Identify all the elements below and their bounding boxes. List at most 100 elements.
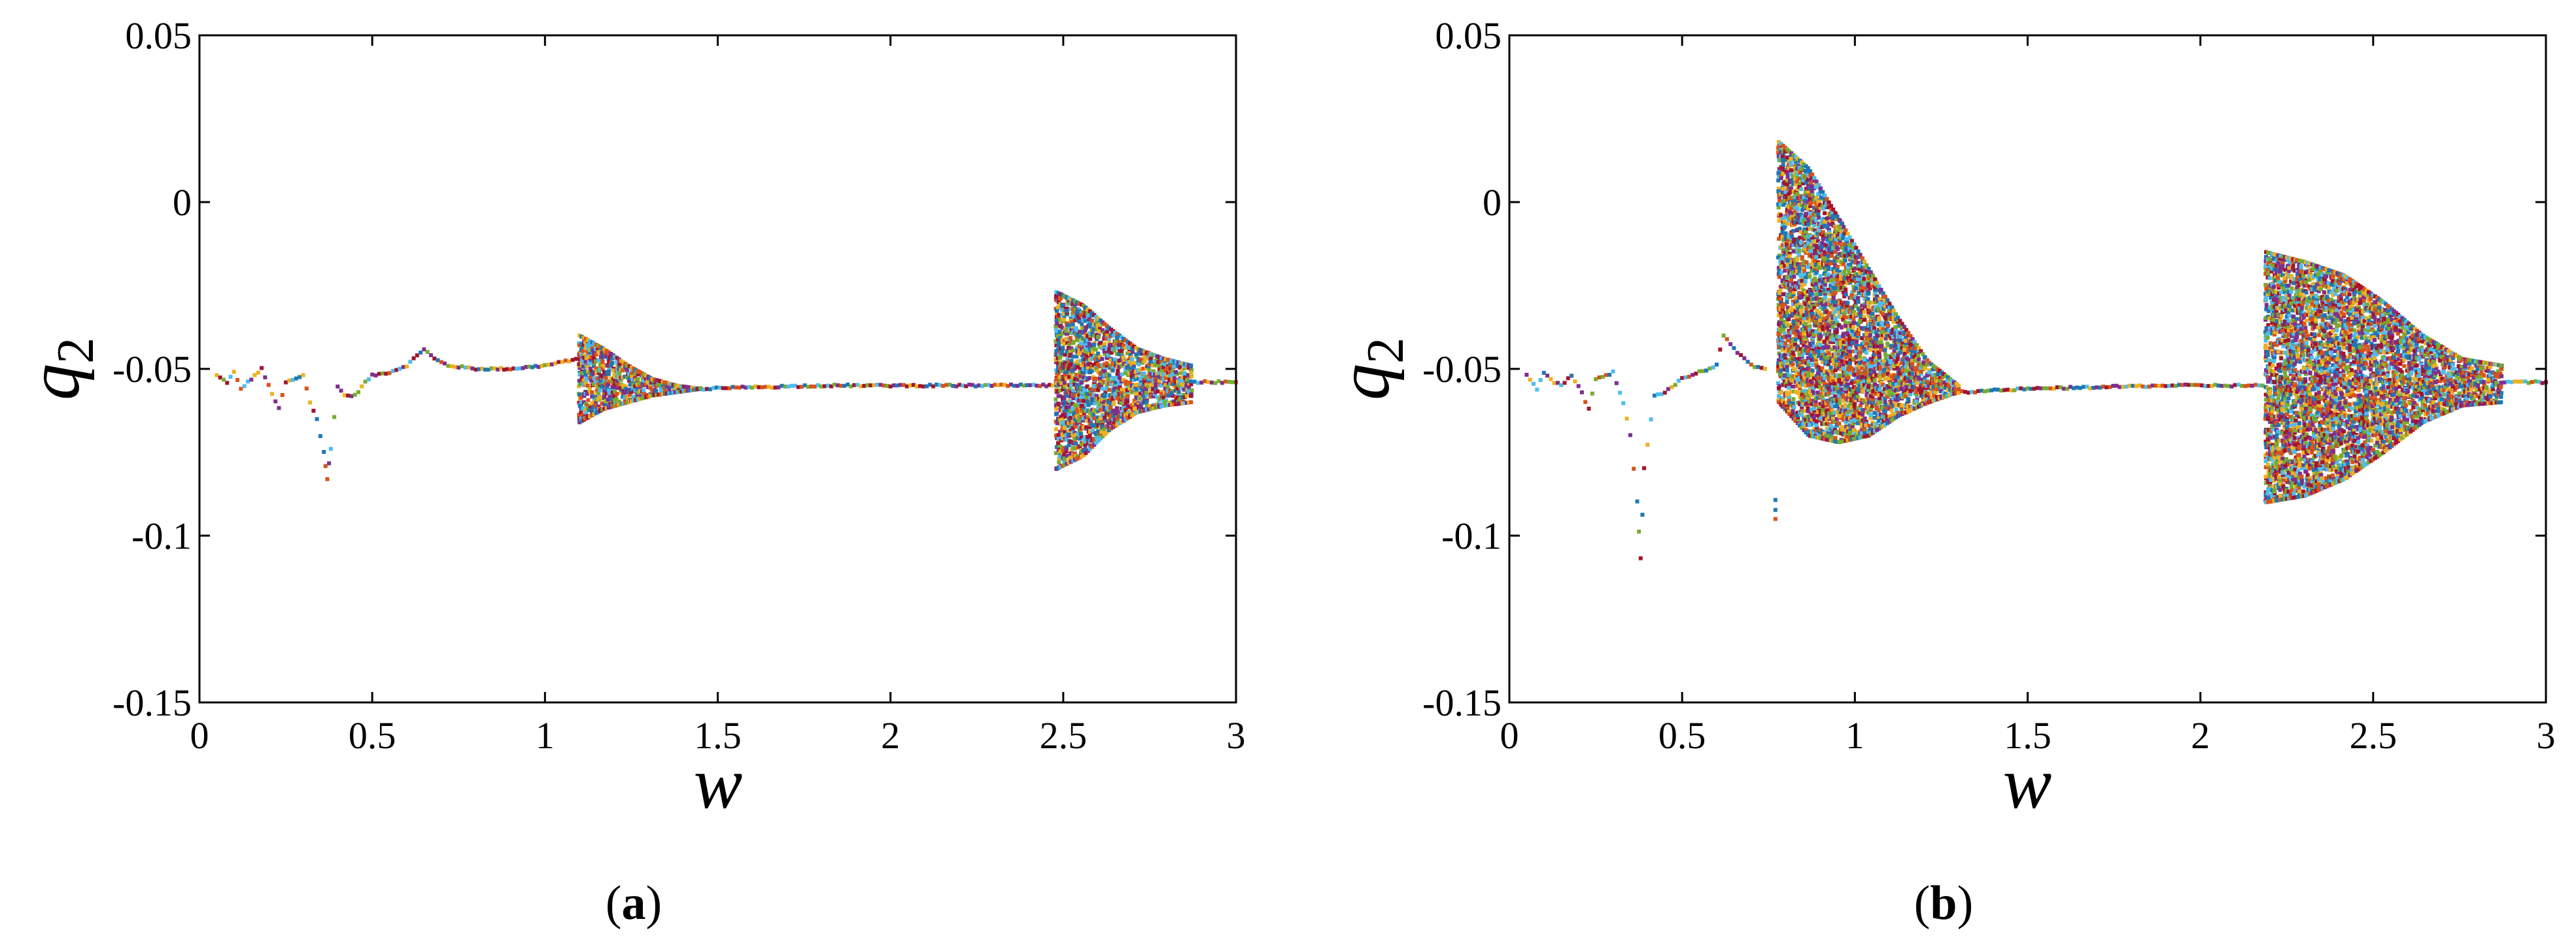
band-point <box>1777 237 1781 241</box>
band-point <box>1787 162 1791 167</box>
band-point <box>1167 371 1172 375</box>
band-point <box>1785 320 1789 325</box>
scatter-point <box>222 377 226 382</box>
band-point <box>1088 337 1093 341</box>
band-point <box>1779 142 1783 146</box>
scatter-point <box>419 351 423 355</box>
band-point <box>600 407 605 412</box>
scatter-point <box>439 360 443 364</box>
band-point <box>1067 412 1071 417</box>
band-point <box>617 357 621 362</box>
band-point <box>1084 425 1089 430</box>
scatter-point <box>511 366 516 371</box>
axis-ticks-a: 0 0.5 1 1.5 2 2.5 30.050-0.05-0.1-0.15 <box>112 14 1245 757</box>
scatter-point <box>1756 365 1760 370</box>
band-point <box>1071 313 1076 318</box>
band-point <box>1190 388 1194 392</box>
band-point <box>1172 359 1176 364</box>
scatter-point <box>470 366 475 371</box>
band-point <box>675 386 679 390</box>
band-point <box>1113 383 1118 387</box>
y-tick-label: -0.15 <box>112 682 192 724</box>
scatter-point <box>527 364 532 369</box>
band-point <box>1124 367 1127 371</box>
band-point <box>1069 331 1073 335</box>
scatter-point <box>989 384 994 388</box>
band-point <box>1134 389 1139 394</box>
scatter-point <box>246 379 250 384</box>
band-point <box>1092 324 1097 329</box>
band-point <box>1798 273 1802 277</box>
band-point <box>1098 319 1103 322</box>
scatter-point <box>218 375 222 380</box>
band-point <box>1808 423 1812 427</box>
band-point <box>1142 380 1146 385</box>
band-point <box>1783 345 1787 350</box>
band-point <box>1148 394 1153 399</box>
band-point <box>1141 360 1145 365</box>
scatter-point <box>1532 381 1536 386</box>
scatter-point <box>1614 381 1619 385</box>
band-point <box>1107 350 1112 354</box>
band-point <box>1119 391 1124 396</box>
band-point <box>1797 245 1801 250</box>
band-point <box>1785 198 1789 202</box>
band-point <box>615 386 620 390</box>
scatter-point <box>986 383 991 387</box>
scatter-point <box>839 383 844 388</box>
band-point <box>1133 370 1138 374</box>
band-point <box>1159 368 1164 373</box>
band-point <box>1097 383 1102 387</box>
band-point <box>1054 467 1059 471</box>
band-point <box>666 383 671 388</box>
band-point <box>1797 177 1802 181</box>
band-point <box>1054 358 1058 362</box>
band-point <box>579 334 584 339</box>
band-point <box>1085 347 1090 352</box>
band-point <box>1069 400 1073 404</box>
band-point <box>579 374 584 379</box>
band-point <box>606 370 611 373</box>
scatter-point <box>1642 466 1647 470</box>
band-point <box>1083 334 1088 338</box>
scatter-point <box>1035 383 1039 388</box>
band-point <box>1096 385 1101 390</box>
band-point <box>1163 387 1167 391</box>
scatter-point <box>1210 380 1214 385</box>
scatter-point <box>948 383 952 387</box>
band-point <box>1090 352 1093 356</box>
band-point <box>1067 405 1072 409</box>
band-point <box>1776 186 1781 191</box>
scatter-point <box>1656 392 1660 396</box>
band-point <box>609 405 613 409</box>
band-point <box>1159 359 1163 364</box>
band-point <box>1783 199 1787 203</box>
band-point <box>672 388 676 392</box>
band-point <box>1058 464 1063 469</box>
band-point <box>1163 400 1167 404</box>
band-point <box>1057 455 1062 459</box>
panel-caption-a: (a) <box>606 876 662 930</box>
band-point <box>592 349 596 353</box>
band-point <box>1781 327 1786 332</box>
band-point <box>1085 311 1090 316</box>
band-point <box>1098 325 1102 330</box>
band-point <box>1069 307 1073 311</box>
band-point <box>586 398 591 402</box>
band-point <box>1796 213 1800 217</box>
band-point <box>1069 448 1074 453</box>
band-point <box>1129 374 1134 379</box>
band-point <box>577 341 581 345</box>
band-point <box>1781 377 1785 381</box>
band-point <box>1795 390 1800 395</box>
band-point <box>1156 395 1159 400</box>
band-point <box>1797 267 1802 272</box>
band-point <box>1121 377 1125 382</box>
band-point <box>1139 382 1143 387</box>
band-point <box>1165 373 1169 377</box>
band-point <box>1079 358 1083 363</box>
x-axis-label-a: w <box>694 743 743 824</box>
scatter-point <box>1618 390 1623 395</box>
band-point <box>1076 407 1080 411</box>
band-point <box>1167 400 1172 405</box>
